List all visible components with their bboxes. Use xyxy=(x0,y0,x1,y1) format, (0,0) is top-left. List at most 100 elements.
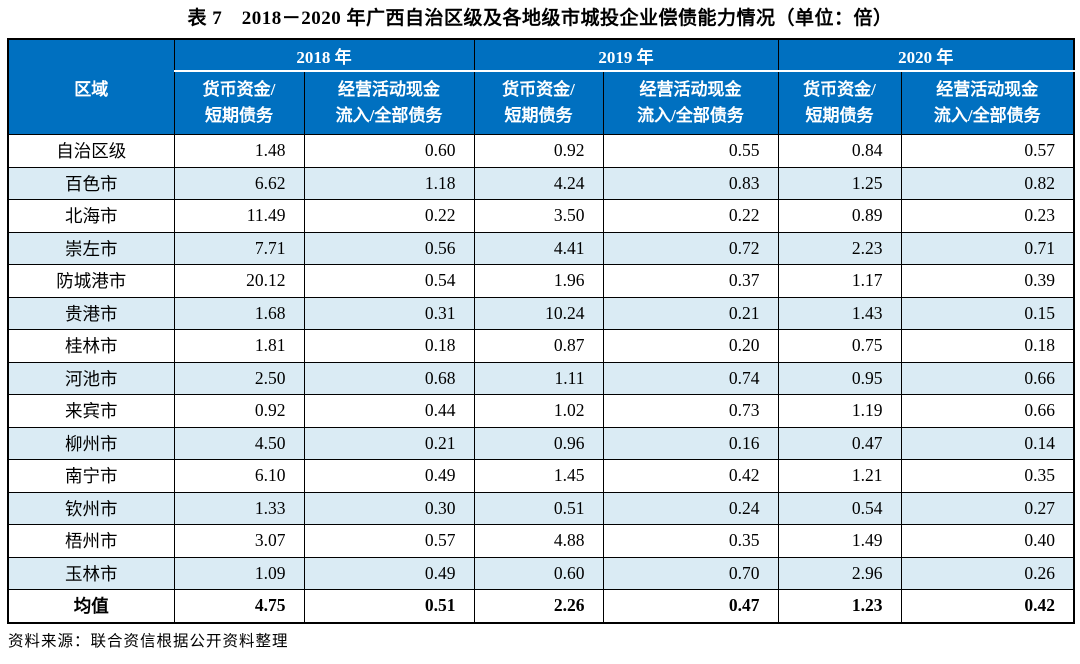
value-cell: 0.47 xyxy=(777,426,902,460)
value-cell: 3.50 xyxy=(473,199,604,233)
value-cell: 2.50 xyxy=(173,361,305,395)
value-cell: 0.14 xyxy=(900,426,1075,460)
value-cell: 1.19 xyxy=(777,394,902,428)
value-cell: 0.21 xyxy=(602,296,779,330)
region-cell: 钦州市 xyxy=(7,491,175,525)
value-cell: 4.88 xyxy=(473,524,604,558)
value-cell: 7.71 xyxy=(173,231,305,265)
value-cell: 0.92 xyxy=(473,134,604,168)
value-cell: 0.57 xyxy=(900,134,1075,168)
region-cell: 南宁市 xyxy=(7,459,175,493)
value-cell: 1.17 xyxy=(777,264,902,298)
value-cell: 0.37 xyxy=(602,264,779,298)
region-cell: 防城港市 xyxy=(7,264,175,298)
region-cell: 自治区级 xyxy=(7,134,175,168)
value-cell: 0.87 xyxy=(473,329,604,363)
column-header-region: 区域 xyxy=(7,38,175,135)
table-title: 表 7 2018－2020 年广西自治区级及各地级市城投企业偿债能力情况（单位：… xyxy=(187,8,893,29)
value-cell: 4.24 xyxy=(473,166,604,200)
value-cell: 0.42 xyxy=(602,459,779,493)
value-cell: 1.45 xyxy=(473,459,604,493)
source-note: 资料来源：联合资信根据公开资料整理 xyxy=(8,632,289,650)
table-row: 北海市 11.49 0.22 3.50 0.22 0.89 0.23 xyxy=(7,199,1075,233)
region-cell: 均值 xyxy=(7,589,175,623)
value-cell: 0.23 xyxy=(900,199,1075,233)
table-row: 自治区级 1.48 0.60 0.92 0.55 0.84 0.57 xyxy=(7,134,1075,168)
region-cell: 柳州市 xyxy=(7,426,175,460)
value-cell: 0.27 xyxy=(900,491,1075,525)
value-cell: 0.73 xyxy=(602,394,779,428)
value-cell: 1.09 xyxy=(173,556,305,590)
column-header-2018-operating-cash-to-total-debt: 经营活动现金 流入/全部债务 xyxy=(303,70,475,135)
column-header-2019-cash-to-short-debt: 货币资金/ 短期债务 xyxy=(473,70,604,135)
value-cell: 0.57 xyxy=(303,524,475,558)
value-cell: 0.68 xyxy=(303,361,475,395)
value-cell: 0.55 xyxy=(602,134,779,168)
value-cell: 1.33 xyxy=(173,491,305,525)
value-cell: 0.60 xyxy=(303,134,475,168)
value-cell: 0.74 xyxy=(602,361,779,395)
value-cell: 11.49 xyxy=(173,199,305,233)
value-cell: 0.84 xyxy=(777,134,902,168)
value-cell: 4.50 xyxy=(173,426,305,460)
region-cell: 贵港市 xyxy=(7,296,175,330)
metric-header-row: 货币资金/ 短期债务 经营活动现金 流入/全部债务 货币资金/ 短期债务 经营活… xyxy=(8,70,1075,135)
value-cell: 2.96 xyxy=(777,556,902,590)
column-header-year-2018: 2018 年 xyxy=(173,38,475,72)
value-cell: 0.44 xyxy=(303,394,475,428)
region-cell: 百色市 xyxy=(7,166,175,200)
value-cell: 0.96 xyxy=(473,426,604,460)
value-cell: 0.26 xyxy=(900,556,1075,590)
value-cell: 0.54 xyxy=(303,264,475,298)
table-body: 自治区级 1.48 0.60 0.92 0.55 0.84 0.57 百色市 6… xyxy=(7,134,1075,623)
value-cell: 0.60 xyxy=(473,556,604,590)
value-cell: 20.12 xyxy=(173,264,305,298)
value-cell: 1.21 xyxy=(777,459,902,493)
value-cell: 1.96 xyxy=(473,264,604,298)
value-cell: 0.82 xyxy=(900,166,1075,200)
value-cell: 0.75 xyxy=(777,329,902,363)
value-cell: 0.49 xyxy=(303,556,475,590)
value-cell: 6.10 xyxy=(173,459,305,493)
region-cell: 梧州市 xyxy=(7,524,175,558)
value-cell: 0.21 xyxy=(303,426,475,460)
value-cell: 0.30 xyxy=(303,491,475,525)
value-cell: 0.92 xyxy=(173,394,305,428)
value-cell: 0.31 xyxy=(303,296,475,330)
value-cell: 1.23 xyxy=(777,589,902,623)
value-cell: 1.25 xyxy=(777,166,902,200)
value-cell: 6.62 xyxy=(173,166,305,200)
column-header-2018-cash-to-short-debt: 货币资金/ 短期债务 xyxy=(173,70,305,135)
value-cell: 0.47 xyxy=(602,589,779,623)
table-row: 贵港市 1.68 0.31 10.24 0.21 1.43 0.15 xyxy=(7,296,1075,330)
region-cell: 北海市 xyxy=(7,199,175,233)
table-row: 百色市 6.62 1.18 4.24 0.83 1.25 0.82 xyxy=(7,166,1075,200)
value-cell: 0.18 xyxy=(900,329,1075,363)
value-cell: 1.11 xyxy=(473,361,604,395)
value-cell: 0.56 xyxy=(303,231,475,265)
column-header-2020-operating-cash-to-total-debt: 经营活动现金 流入/全部债务 xyxy=(900,70,1075,135)
value-cell: 0.49 xyxy=(303,459,475,493)
value-cell: 0.22 xyxy=(602,199,779,233)
value-cell: 0.66 xyxy=(900,394,1075,428)
value-cell: 1.18 xyxy=(303,166,475,200)
table-row: 南宁市 6.10 0.49 1.45 0.42 1.21 0.35 xyxy=(7,459,1075,493)
value-cell: 0.95 xyxy=(777,361,902,395)
value-cell: 0.18 xyxy=(303,329,475,363)
value-cell: 0.51 xyxy=(473,491,604,525)
value-cell: 0.39 xyxy=(900,264,1075,298)
table-row: 河池市 2.50 0.68 1.11 0.74 0.95 0.66 xyxy=(7,361,1075,395)
value-cell: 0.83 xyxy=(602,166,779,200)
debt-capacity-table: 区域 2018 年 2019 年 2020 年 货币资金/ 短期债务 经营活动现… xyxy=(7,38,1075,624)
value-cell: 1.81 xyxy=(173,329,305,363)
value-cell: 0.54 xyxy=(777,491,902,525)
year-header-row: 区域 2018 年 2019 年 2020 年 xyxy=(7,38,1075,135)
table-header: 区域 2018 年 2019 年 2020 年 货币资金/ 短期债务 经营活动现… xyxy=(7,38,1075,135)
value-cell: 0.66 xyxy=(900,361,1075,395)
column-header-2019-operating-cash-to-total-debt: 经营活动现金 流入/全部债务 xyxy=(602,70,779,135)
table-row: 钦州市 1.33 0.30 0.51 0.24 0.54 0.27 xyxy=(7,491,1075,525)
value-cell: 3.07 xyxy=(173,524,305,558)
value-cell: 0.72 xyxy=(602,231,779,265)
table-row: 崇左市 7.71 0.56 4.41 0.72 2.23 0.71 xyxy=(7,231,1075,265)
table-row: 来宾市 0.92 0.44 1.02 0.73 1.19 0.66 xyxy=(7,394,1075,428)
